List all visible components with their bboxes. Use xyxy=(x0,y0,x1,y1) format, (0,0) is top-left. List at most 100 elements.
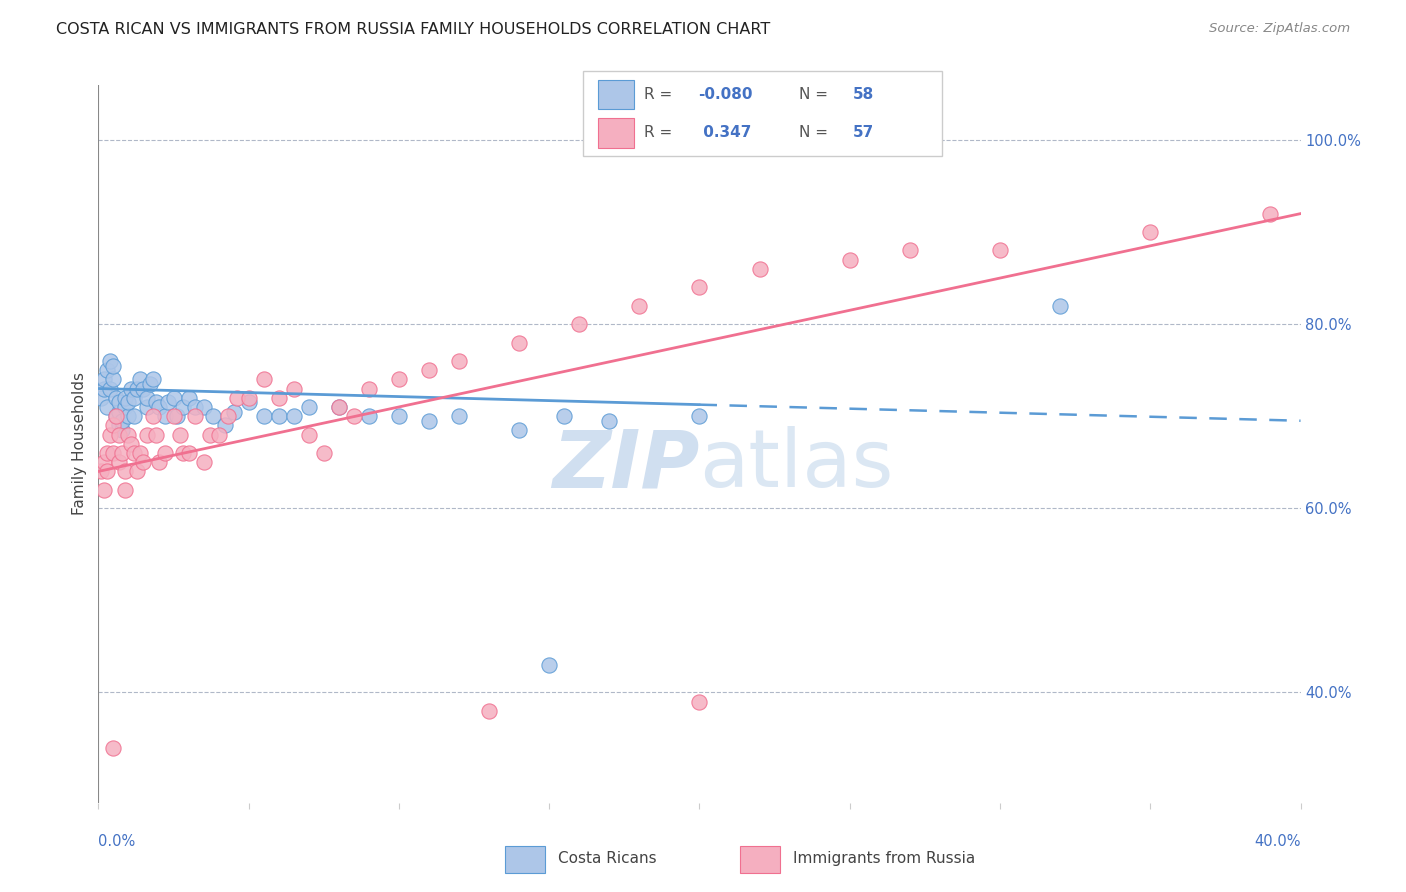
Point xyxy=(748,261,770,276)
Point xyxy=(162,391,184,405)
Point xyxy=(100,427,122,442)
Point xyxy=(183,409,205,424)
Point xyxy=(124,391,146,405)
Point xyxy=(193,400,215,414)
Point xyxy=(108,404,131,418)
Point xyxy=(103,372,125,386)
Text: 57: 57 xyxy=(852,125,873,140)
Point xyxy=(108,427,131,442)
Point xyxy=(447,409,470,424)
Text: 40.0%: 40.0% xyxy=(1254,834,1301,849)
Point xyxy=(283,409,305,424)
Point xyxy=(135,391,157,405)
Point xyxy=(145,395,167,409)
Text: COSTA RICAN VS IMMIGRANTS FROM RUSSIA FAMILY HOUSEHOLDS CORRELATION CHART: COSTA RICAN VS IMMIGRANTS FROM RUSSIA FA… xyxy=(56,22,770,37)
Point xyxy=(538,657,561,672)
Point xyxy=(141,409,163,424)
Point xyxy=(988,244,1011,258)
Point xyxy=(298,427,321,442)
Point xyxy=(225,391,247,405)
Point xyxy=(508,423,530,437)
Point xyxy=(838,252,860,267)
Point xyxy=(253,372,276,386)
Point xyxy=(141,372,163,386)
Point xyxy=(357,409,380,424)
Point xyxy=(357,382,380,396)
Point xyxy=(96,446,118,460)
Text: ZIP: ZIP xyxy=(553,426,700,504)
Point xyxy=(96,464,118,478)
Point xyxy=(222,404,245,418)
Point xyxy=(148,455,170,469)
Point xyxy=(105,409,128,424)
Point xyxy=(388,372,411,386)
Text: -0.080: -0.080 xyxy=(699,87,752,103)
Point xyxy=(689,280,711,294)
Text: 0.347: 0.347 xyxy=(699,125,752,140)
Point xyxy=(135,427,157,442)
Point xyxy=(129,446,152,460)
Point xyxy=(93,455,115,469)
Point xyxy=(898,244,921,258)
Point xyxy=(177,391,200,405)
Point xyxy=(418,414,440,428)
Point xyxy=(1260,206,1282,220)
Point xyxy=(162,409,184,424)
Point xyxy=(111,446,134,460)
Text: N =: N = xyxy=(799,125,832,140)
Point xyxy=(169,427,191,442)
Point xyxy=(172,446,194,460)
Text: 58: 58 xyxy=(852,87,873,103)
Point xyxy=(153,409,176,424)
Point xyxy=(418,363,440,377)
Point xyxy=(193,455,215,469)
Text: Costa Ricans: Costa Ricans xyxy=(558,851,657,866)
Point xyxy=(114,464,136,478)
Point xyxy=(90,464,112,478)
Point xyxy=(312,446,335,460)
Point xyxy=(103,446,125,460)
Point xyxy=(177,446,200,460)
Point xyxy=(238,395,260,409)
Point xyxy=(93,382,115,396)
Point xyxy=(328,400,350,414)
Point xyxy=(117,409,139,424)
Y-axis label: Family Households: Family Households xyxy=(72,372,87,516)
Point xyxy=(328,400,350,414)
Point xyxy=(114,391,136,405)
Point xyxy=(90,391,112,405)
Point xyxy=(103,359,125,373)
Point xyxy=(129,372,152,386)
Point xyxy=(183,400,205,414)
Text: N =: N = xyxy=(799,87,832,103)
Point xyxy=(93,483,115,497)
Point xyxy=(100,382,122,396)
Point xyxy=(103,418,125,433)
Point xyxy=(114,400,136,414)
Point xyxy=(96,400,118,414)
Point xyxy=(127,464,149,478)
Point xyxy=(447,354,470,368)
Point xyxy=(121,382,143,396)
Point xyxy=(105,391,128,405)
Point xyxy=(108,395,131,409)
Point xyxy=(253,409,276,424)
Point xyxy=(689,409,711,424)
Point xyxy=(145,427,167,442)
Text: Source: ZipAtlas.com: Source: ZipAtlas.com xyxy=(1209,22,1350,36)
Point xyxy=(201,409,224,424)
Point xyxy=(283,382,305,396)
Point xyxy=(478,704,501,718)
Point xyxy=(1049,299,1071,313)
Point xyxy=(96,363,118,377)
Point xyxy=(598,414,620,428)
Text: R =: R = xyxy=(644,125,678,140)
Point xyxy=(148,400,170,414)
Point xyxy=(156,395,179,409)
Point xyxy=(388,409,411,424)
Point xyxy=(198,427,221,442)
Point xyxy=(172,400,194,414)
Bar xyxy=(740,847,780,873)
Point xyxy=(553,409,575,424)
Point xyxy=(689,694,711,708)
